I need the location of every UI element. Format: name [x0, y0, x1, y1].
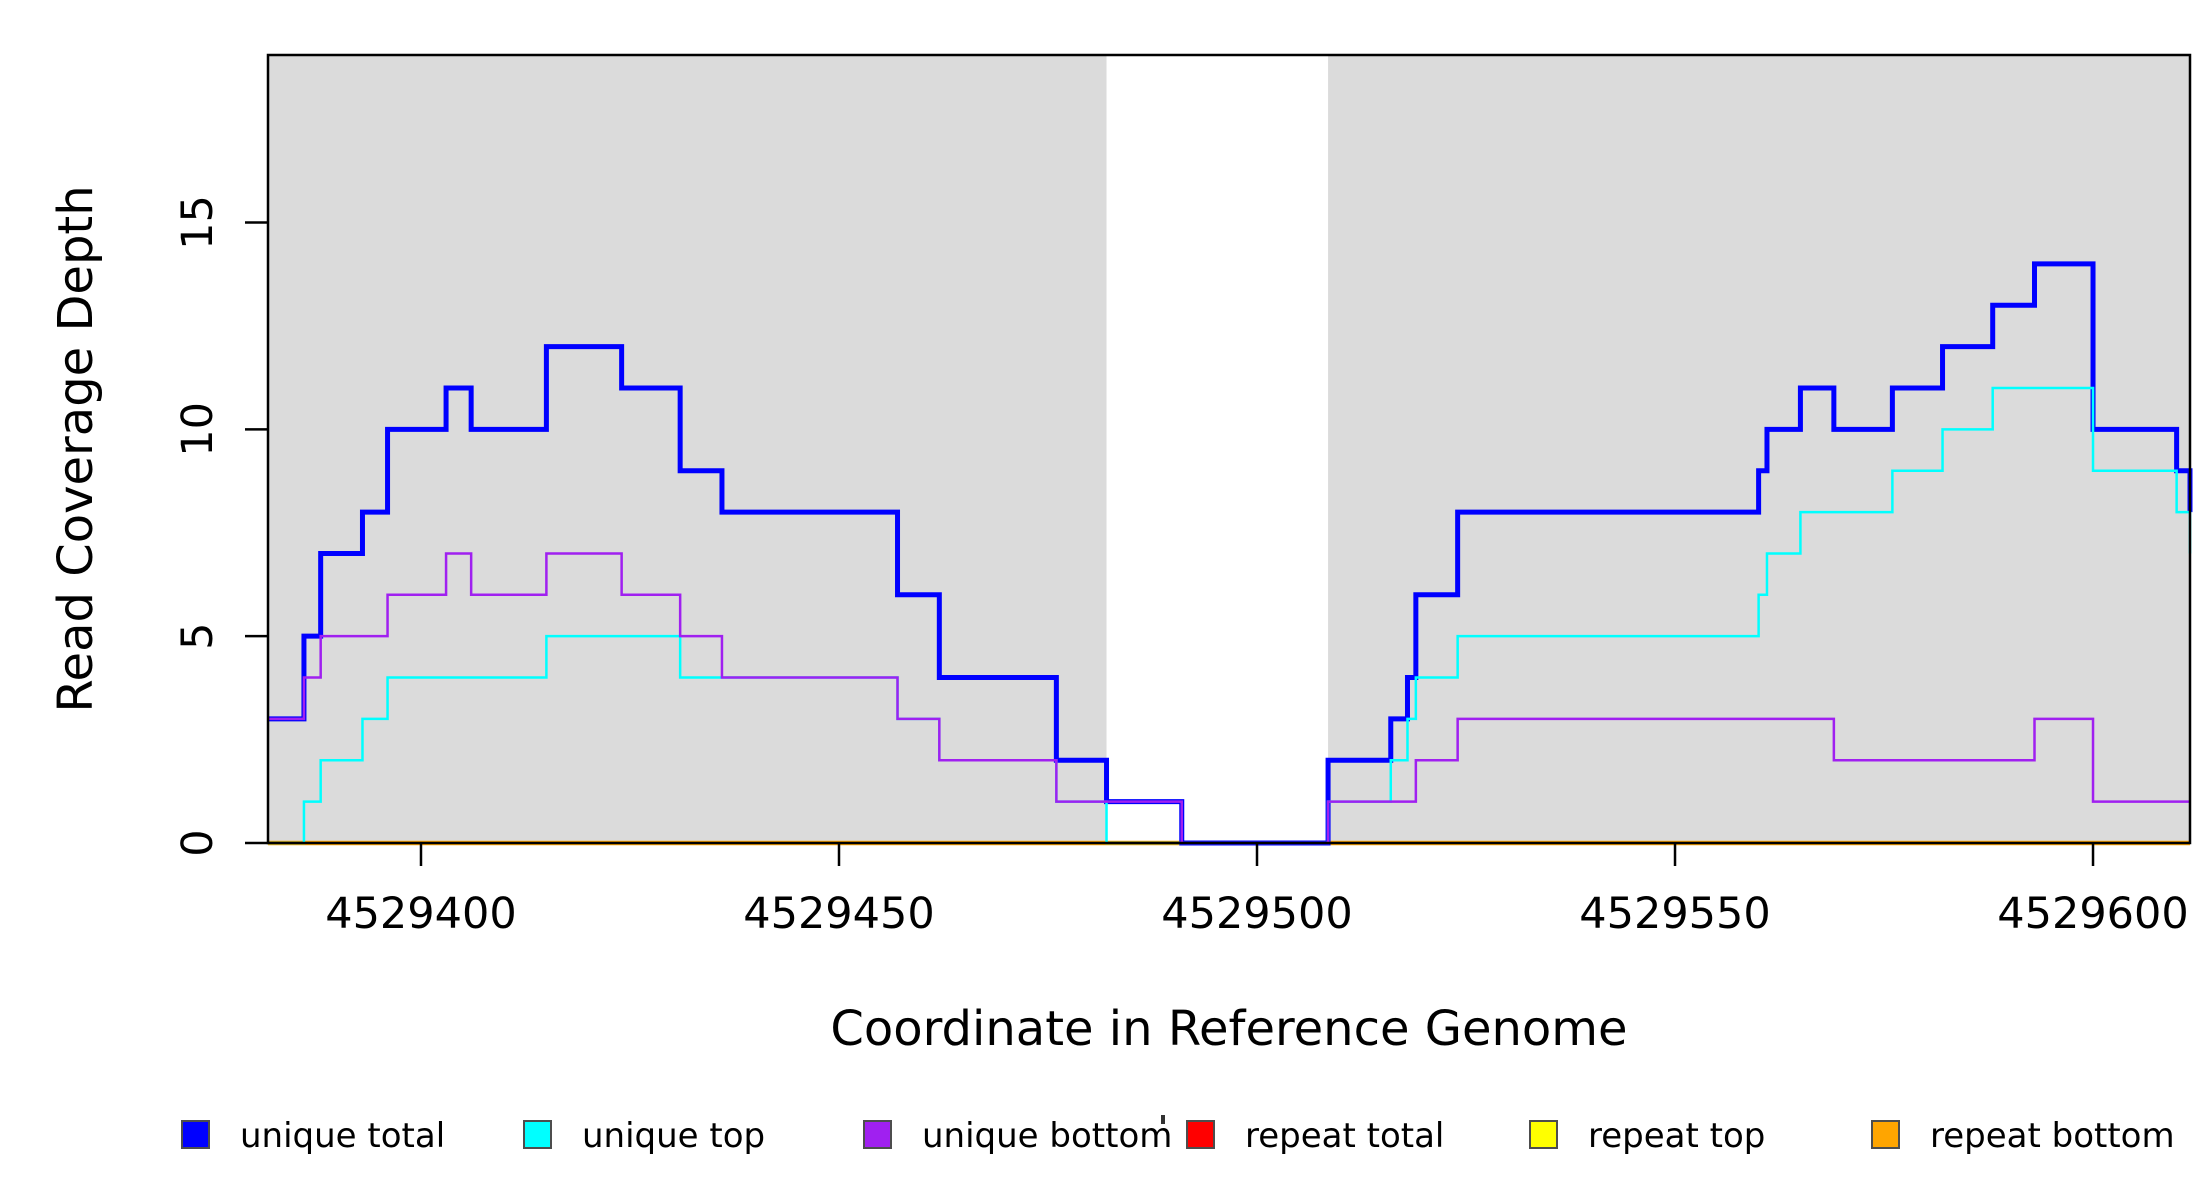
- series-unique-bottom: [268, 552, 2190, 845]
- legend-item-unique-bottom: unique bottom: [863, 1116, 1172, 1156]
- y-axis-ticks: 0 5 10 15: [173, 195, 268, 857]
- legend-swatch-repeat-top: [1529, 1120, 1558, 1149]
- legend-swatch-repeat-total: [1186, 1120, 1215, 1149]
- x-tick-label: 4529500: [1161, 889, 1353, 939]
- x-tick-label: 4529400: [325, 889, 517, 939]
- legend-label: repeat bottom: [1930, 1116, 2175, 1156]
- shaded-background-bands: [268, 55, 2190, 843]
- y-tick-label: 15: [173, 195, 223, 250]
- plot-border-box: [266, 53, 2192, 845]
- legend-swatch-unique-bottom: [863, 1120, 892, 1149]
- legend-item-repeat-total: repeat total: [1186, 1116, 1444, 1156]
- x-tick-label: 4529450: [743, 889, 935, 939]
- legend-label: unique top: [582, 1116, 765, 1156]
- x-tick-label: 4529600: [1997, 889, 2189, 939]
- shaded-band: [268, 55, 1107, 843]
- legend-label: unique bottom: [922, 1116, 1172, 1156]
- x-axis-ticks: 4529400 4529450 4529500 4529550 4529600: [325, 843, 2189, 939]
- legend: unique total unique top unique bottom re…: [181, 1116, 2175, 1156]
- x-tick-label: 4529550: [1579, 889, 1771, 939]
- series-unique-top: [268, 386, 2192, 845]
- y-tick-label: 0: [173, 829, 223, 856]
- legend-swatch-unique-total: [181, 1120, 210, 1149]
- legend-swatch-unique-top: [523, 1120, 552, 1149]
- y-axis-title: Read Coverage Depth: [48, 185, 104, 712]
- stray-mark: [1161, 1115, 1165, 1124]
- y-tick-label: 10: [173, 402, 223, 457]
- x-axis-title: Coordinate in Reference Genome: [830, 1001, 1627, 1057]
- legend-item-unique-total: unique total: [181, 1116, 445, 1156]
- shaded-band: [1328, 55, 2190, 843]
- legend-label: repeat top: [1588, 1116, 1765, 1156]
- legend-swatch-repeat-bottom: [1871, 1120, 1900, 1149]
- legend-label: repeat total: [1245, 1116, 1444, 1156]
- y-tick-label: 5: [173, 622, 223, 649]
- legend-item-repeat-bottom: repeat bottom: [1871, 1116, 2175, 1156]
- legend-item-repeat-top: repeat top: [1529, 1116, 1765, 1156]
- legend-item-unique-top: unique top: [523, 1116, 765, 1156]
- legend-label: unique total: [240, 1116, 445, 1156]
